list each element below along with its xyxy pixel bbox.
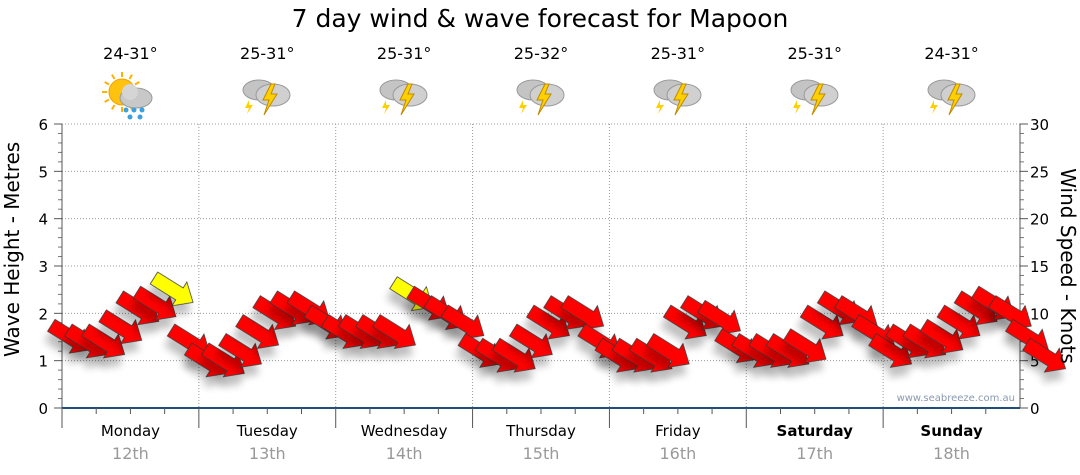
wind-arrow (372, 314, 416, 349)
right-tick-label: 5 (1030, 353, 1040, 371)
right-tick-label: 25 (1030, 163, 1049, 181)
day-name: Saturday (777, 422, 854, 440)
wind-arrow (936, 304, 981, 340)
watermark: www.seabreeze.com.au (897, 393, 1015, 404)
wind-arrow (149, 271, 194, 307)
day-name: Friday (655, 422, 701, 440)
right-tick-label: 15 (1030, 258, 1049, 276)
left-tick-label: 2 (38, 305, 48, 323)
right-tick-label: 20 (1030, 211, 1049, 229)
right-axis-label: Wind Speed - Knots (1056, 168, 1080, 364)
left-tick-label: 5 (38, 163, 48, 181)
thunderstorm-icon (237, 70, 297, 120)
day-name: Thursday (505, 422, 576, 440)
day-name: Wednesday (361, 422, 448, 440)
day-date: 13th (249, 444, 286, 463)
wind-arrow (508, 323, 553, 359)
wind-arrow (782, 328, 827, 364)
thunderstorm-icon (374, 70, 434, 120)
day-date: 15th (523, 444, 560, 463)
day-name: Sunday (920, 422, 983, 440)
left-tick-label: 1 (38, 353, 48, 371)
day-temperature: 25-31° (240, 44, 295, 63)
thunderstorm-icon (785, 70, 845, 120)
sun-cloud-rain-icon (100, 70, 160, 120)
wind-arrow (919, 318, 964, 354)
left-tick-label: 6 (38, 116, 48, 134)
wind-arrow (98, 309, 143, 345)
wind-arrow (526, 304, 570, 340)
wind-arrow (697, 299, 741, 335)
right-tick-label: 0 (1030, 400, 1040, 418)
day-temperature: 24-31° (924, 44, 979, 63)
wind-arrow (132, 285, 177, 321)
left-axis-label: Wave Height - Metres (0, 141, 24, 357)
day-date: 12th (112, 444, 149, 463)
day-date: 17th (796, 444, 833, 463)
wind-arrow (201, 342, 245, 378)
wind-arrow (235, 314, 280, 349)
day-temperature: 25-31° (376, 44, 432, 63)
day-name: Monday (101, 422, 160, 440)
wind-arrow (491, 337, 536, 373)
wind-arrow (440, 304, 485, 340)
chart-title: 7 day wind & wave forecast for Mapoon (291, 4, 789, 33)
wind-arrow (218, 333, 262, 368)
wind-arrow (799, 304, 844, 340)
right-tick-label: 10 (1030, 305, 1049, 323)
day-temperature: 24-31° (103, 44, 158, 63)
left-tick-label: 3 (38, 258, 48, 276)
day-date: 18th (933, 444, 970, 463)
thunderstorm-icon (511, 70, 571, 120)
wind-arrow (868, 333, 913, 368)
wind-arrow (645, 333, 690, 368)
left-tick-label: 0 (38, 400, 48, 418)
day-date: 14th (386, 444, 423, 463)
day-date: 16th (659, 444, 696, 463)
day-temperature: 25-32° (513, 44, 569, 63)
right-tick-label: 30 (1030, 116, 1049, 134)
day-temperature: 25-31° (787, 44, 842, 63)
thunderstorm-icon (648, 70, 708, 120)
wind-arrow (560, 295, 605, 330)
wind-arrow (662, 304, 707, 340)
left-tick-label: 4 (38, 211, 48, 229)
wind-arrow (81, 323, 126, 359)
day-temperature: 25-31° (650, 44, 706, 63)
wind-arrow (1022, 337, 1066, 373)
thunderstorm-icon (922, 70, 982, 120)
day-name: Tuesday (236, 422, 298, 440)
